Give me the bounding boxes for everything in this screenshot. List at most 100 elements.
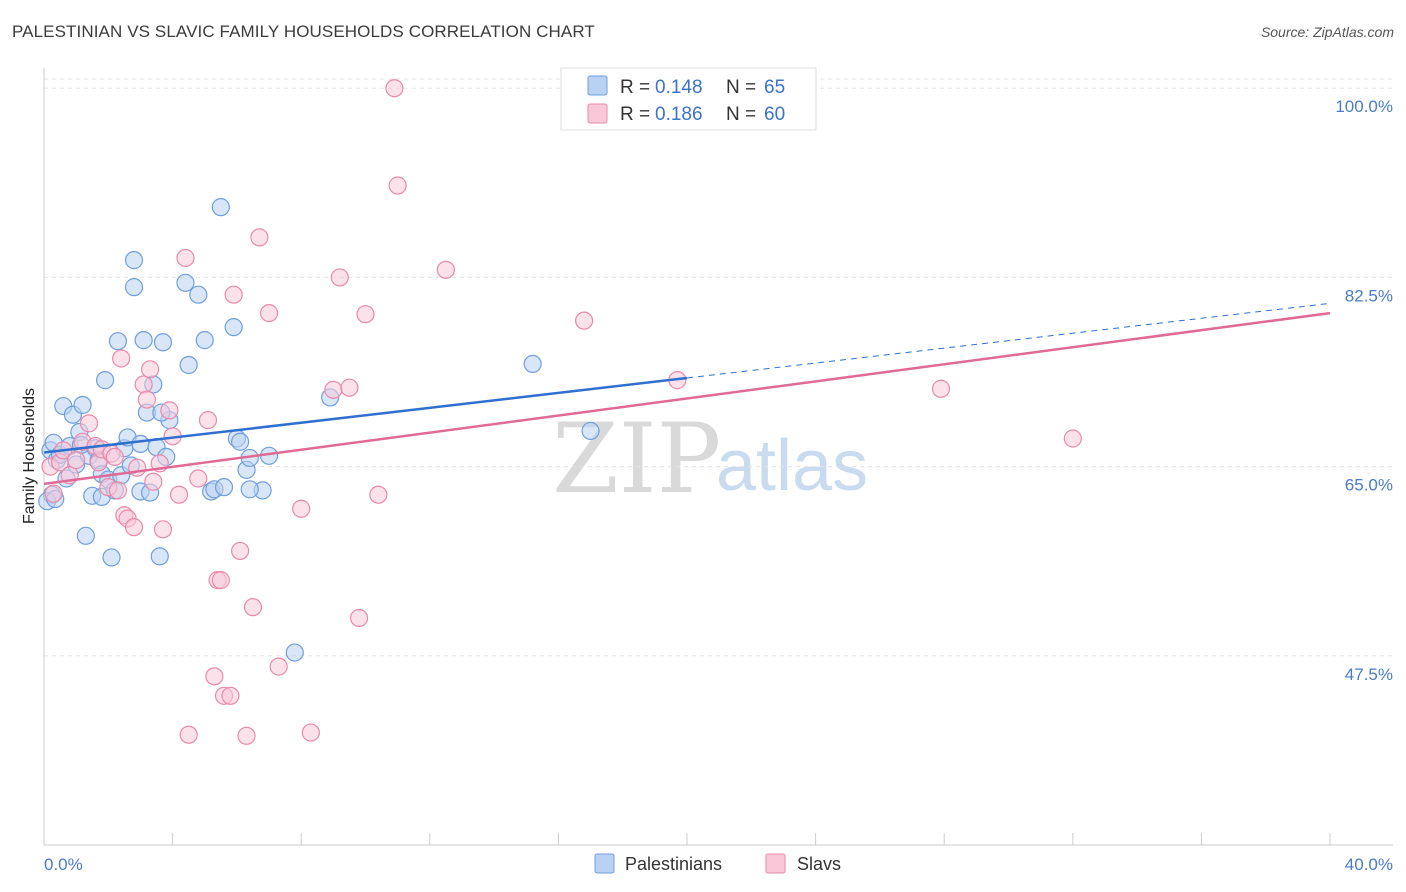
point-slavs (144, 472, 163, 491)
y-tick-labels: 47.5% 65.0% 82.5% 100.0% (1335, 97, 1393, 684)
point-slavs (369, 485, 388, 504)
point-palestinians (176, 273, 195, 292)
legend-r-value-slavs: 0.186 (655, 104, 703, 125)
point-palestinians (189, 285, 208, 304)
point-slavs (67, 451, 86, 470)
point-slavs (243, 598, 263, 617)
legend-n-label-slavs: N = (726, 104, 756, 125)
point-palestinians (581, 421, 600, 441)
point-slavs (231, 541, 250, 561)
point-slavs (340, 378, 359, 397)
point-slavs (112, 349, 131, 368)
legend: R = 0.148 N = 65 R = 0.186 N = 60 (560, 67, 817, 131)
point-slavs (259, 303, 279, 323)
legend-r-label-slavs: R = (620, 104, 650, 125)
point-slavs (153, 520, 173, 539)
point-slavs (179, 725, 198, 744)
point-slavs (137, 390, 156, 409)
point-palestinians (134, 331, 153, 350)
legend-n-value-slavs: 60 (764, 104, 785, 125)
point-slavs (237, 726, 256, 745)
y-tick-label: 65.0% (1345, 476, 1393, 495)
point-slavs (124, 518, 144, 537)
point-slavs (301, 723, 320, 742)
y-tick-label: 47.5% (1345, 665, 1393, 684)
point-slavs (436, 260, 455, 279)
point-slavs (105, 447, 124, 466)
legend-r-label-palestinians: R = (620, 77, 650, 98)
point-slavs (324, 380, 343, 399)
point-palestinians (108, 332, 128, 351)
point-slavs (385, 79, 404, 98)
point-slavs (211, 571, 230, 590)
point-slavs (176, 248, 195, 268)
chart-source: Source: ZipAtlas.com (1260, 24, 1394, 40)
point-slavs (44, 484, 63, 503)
gridlines (44, 78, 1393, 657)
point-palestinians (231, 432, 250, 451)
point-slavs (221, 686, 240, 705)
point-slavs (292, 499, 311, 518)
point-palestinians (124, 278, 144, 297)
point-slavs (205, 667, 224, 686)
chart-title: PALESTINIAN VS SLAVIC FAMILY HOUSEHOLDS … (12, 22, 595, 41)
point-palestinians (214, 478, 234, 497)
bottom-legend-label-slavs: Slavs (797, 854, 841, 874)
point-palestinians (224, 318, 243, 337)
point-palestinians (285, 643, 304, 662)
point-palestinians (131, 434, 150, 454)
legend-swatch-slavs (587, 103, 608, 124)
x-tick-label-min: 0.0% (44, 855, 83, 874)
point-palestinians (240, 480, 259, 499)
y-tick-label: 100.0% (1335, 97, 1393, 116)
bottom-legend: Palestinians Slavs (594, 853, 841, 874)
point-slavs (330, 268, 349, 287)
trend-lines (43, 302, 1331, 486)
point-slavs (169, 485, 189, 504)
legend-n-value-palestinians: 65 (764, 77, 785, 98)
watermark-zip: ZIP (552, 403, 721, 515)
point-slavs (250, 228, 269, 247)
trend-line-slavs (43, 311, 1331, 486)
point-slavs (269, 657, 288, 676)
point-palestinians (211, 198, 230, 217)
trend-line-palestinians (43, 376, 688, 454)
point-slavs (160, 401, 179, 420)
point-palestinians (102, 548, 121, 567)
y-tick-label: 82.5% (1345, 286, 1393, 305)
point-palestinians (76, 526, 95, 545)
y-axis-title: Family Households (21, 388, 38, 524)
point-slavs (1063, 429, 1082, 448)
point-slavs (349, 608, 369, 628)
point-palestinians (73, 395, 92, 415)
point-palestinians (150, 547, 169, 566)
point-slavs (128, 458, 147, 477)
x-tick-label-max: 40.0% (1345, 855, 1393, 874)
point-slavs (931, 379, 951, 398)
point-slavs (356, 305, 375, 324)
point-palestinians (179, 355, 198, 375)
point-slavs (198, 411, 218, 430)
point-palestinians (124, 251, 144, 270)
point-slavs (140, 360, 160, 379)
legend-r-value-palestinians: 0.148 (655, 77, 703, 98)
point-slavs (224, 285, 243, 304)
point-palestinians (195, 331, 214, 350)
bottom-legend-swatch-slavs (765, 853, 786, 874)
point-palestinians (153, 333, 173, 352)
point-palestinians (523, 354, 542, 374)
point-slavs (189, 469, 208, 488)
bottom-legend-label-palestinians: Palestinians (625, 854, 722, 874)
point-slavs (575, 311, 594, 330)
bottom-legend-swatch-palestinians (594, 853, 615, 874)
trend-line-palestinians-projection (686, 302, 1331, 379)
point-palestinians (95, 371, 115, 390)
point-slavs (79, 414, 99, 433)
point-slavs (134, 375, 153, 394)
watermark-atlas: atlas (716, 426, 868, 506)
point-slavs (108, 481, 128, 500)
legend-swatch-palestinians (587, 75, 608, 96)
legend-n-label-palestinians: N = (726, 77, 756, 98)
point-slavs (388, 176, 407, 195)
